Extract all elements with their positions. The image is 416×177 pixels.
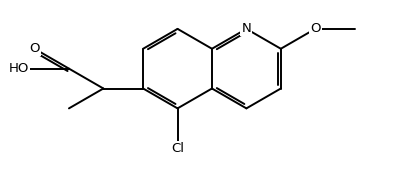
Text: N: N [242, 22, 251, 35]
Text: HO: HO [9, 62, 29, 75]
Text: O: O [29, 42, 40, 55]
Text: O: O [310, 22, 320, 35]
Text: Cl: Cl [171, 142, 184, 155]
